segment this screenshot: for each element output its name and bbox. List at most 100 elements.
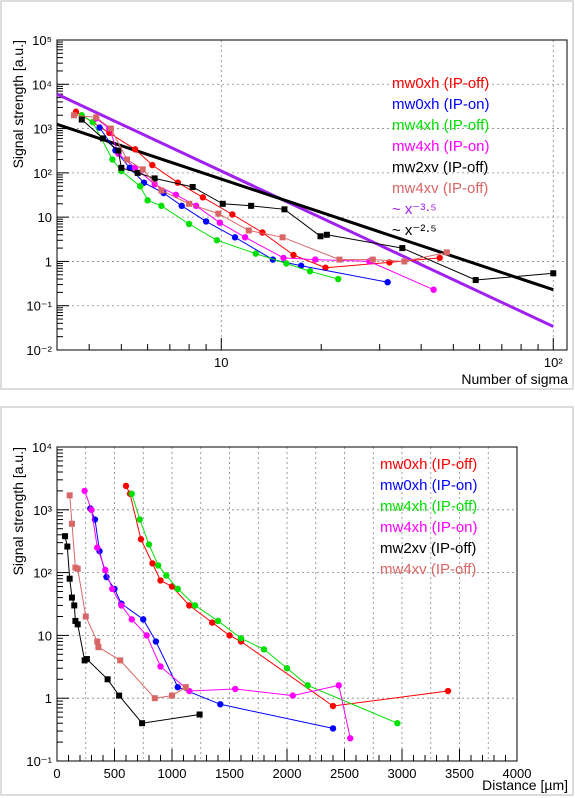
data-point — [66, 575, 73, 582]
legend-entry: mw4xh (IP-on) — [380, 519, 478, 536]
data-point — [260, 646, 268, 653]
fit-line — [56, 92, 554, 328]
data-point — [136, 516, 143, 523]
data-point — [394, 719, 401, 727]
data-point — [283, 260, 290, 267]
data-point — [182, 684, 189, 691]
data-point — [145, 541, 153, 548]
y-tick-label: 10⁵ — [32, 33, 52, 48]
data-point — [297, 262, 305, 269]
data-point — [248, 202, 255, 209]
data-point — [102, 566, 109, 574]
data-point — [118, 602, 125, 609]
x-tick-label: 500 — [104, 766, 126, 781]
data-point — [109, 585, 116, 593]
y-tick-label: 1 — [45, 254, 52, 269]
data-point — [229, 211, 236, 218]
data-point — [168, 583, 176, 590]
legend-entry: mw0xh (IP-on) — [380, 477, 478, 494]
data-point — [280, 254, 287, 262]
x-tick-label: 1500 — [215, 766, 244, 781]
x-tick-label: 4000 — [503, 766, 532, 781]
data-point — [144, 197, 151, 204]
data-point — [213, 237, 221, 244]
data-point — [118, 164, 125, 171]
y-tick-label: 10 — [38, 628, 52, 643]
data-point — [151, 695, 158, 702]
y-tick-label: 10⁻¹ — [26, 299, 52, 314]
y-tick-label: 10² — [33, 566, 52, 581]
series-line — [84, 490, 351, 739]
data-point — [62, 533, 69, 540]
top-chart: 10⁻² 10⁻¹ 1 10 10² 10³ 10⁴ 10⁵ 10 10² Signal stren… — [10, 33, 568, 387]
data-point — [215, 210, 222, 217]
y-tick-label: 10⁴ — [32, 77, 52, 92]
legend-entry: mw0xh (IP-on) — [392, 96, 490, 113]
x-tick-label: 2500 — [330, 766, 359, 781]
data-point — [237, 635, 245, 642]
data-point — [66, 492, 73, 499]
data-point — [281, 206, 288, 213]
data-point — [109, 156, 116, 163]
data-point — [444, 687, 452, 695]
data-point — [401, 258, 408, 265]
legend-entry: mw2xv (IP-off) — [380, 540, 476, 557]
data-point — [163, 572, 170, 579]
y-tick-label: 10 — [38, 210, 52, 225]
data-point — [306, 268, 314, 275]
data-point — [430, 286, 437, 293]
data-point — [96, 124, 103, 131]
legend-entry: mw4xv (IP-off) — [380, 561, 476, 578]
data-point — [436, 254, 443, 262]
data-point — [335, 682, 342, 689]
data-point — [116, 692, 123, 699]
data-point — [137, 182, 144, 190]
data-point — [155, 562, 162, 569]
data-point — [209, 619, 216, 626]
data-point — [196, 711, 203, 718]
fit-line — [56, 122, 554, 292]
legend-entry: mw4xh (IP-on) — [392, 138, 490, 155]
legend-entry: ~ x⁻³·⁵ — [392, 201, 437, 218]
data-point — [369, 256, 376, 263]
data-point — [216, 219, 224, 226]
data-point — [104, 676, 111, 683]
data-point — [81, 487, 88, 495]
x-tick-label: 2000 — [273, 766, 302, 781]
y-tick-label: 10³ — [33, 503, 52, 518]
series-line — [73, 114, 447, 262]
data-point — [191, 602, 199, 609]
data-point — [186, 200, 193, 207]
legend-entry: ~ x⁻²·⁵ — [392, 222, 437, 239]
data-point — [283, 665, 291, 672]
y-tick-label: 1 — [45, 691, 52, 706]
data-point — [202, 218, 210, 225]
data-point — [157, 663, 164, 670]
data-point — [399, 245, 406, 252]
series-line — [125, 485, 449, 707]
data-point — [139, 166, 146, 173]
legend-entry: mw4xv (IP-off) — [392, 180, 488, 197]
x-tick-label: 3000 — [388, 766, 417, 781]
data-point — [259, 229, 266, 236]
data-point — [117, 657, 124, 664]
data-point — [99, 135, 106, 142]
data-point — [131, 164, 139, 172]
data-point — [217, 701, 224, 708]
data-point — [149, 560, 156, 567]
data-point — [290, 251, 297, 259]
data-point — [317, 233, 324, 240]
bottom-chart: 10⁻¹ 1 10 10² 10³ 10⁴ 0 500 1000 1500 2000 2500 3000… — [10, 440, 568, 793]
data-point — [252, 250, 259, 257]
data-point — [186, 602, 193, 609]
data-point — [83, 656, 90, 663]
data-point — [550, 270, 557, 277]
data-point — [199, 194, 207, 201]
data-point — [131, 146, 139, 153]
data-point — [64, 543, 71, 550]
data-point — [72, 617, 79, 624]
data-point — [107, 125, 114, 132]
data-point — [151, 175, 158, 182]
x-tick-label: 3500 — [445, 766, 474, 781]
